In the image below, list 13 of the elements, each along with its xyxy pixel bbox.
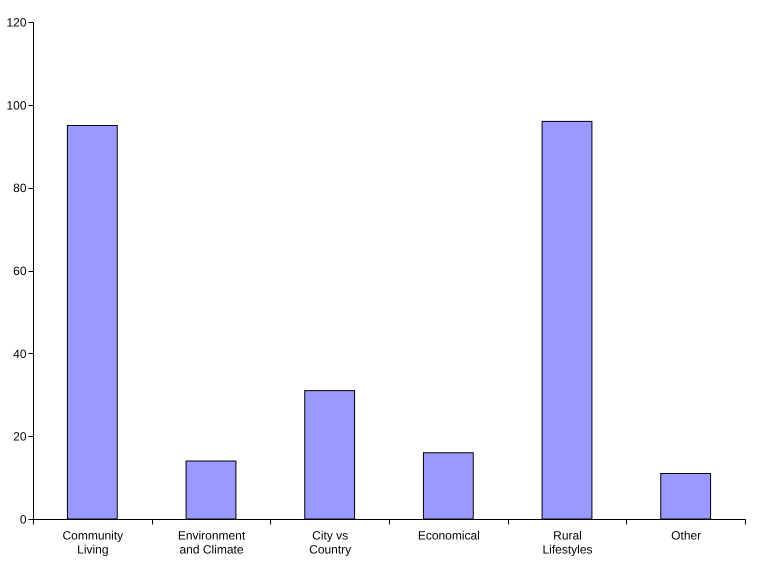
y-tick-label: 100 [6,98,27,112]
y-tick-label: 120 [6,16,27,30]
x-tick-label: Community Living [62,528,124,556]
x-tick-label: Economical [418,528,480,542]
x-tick-label: Rural Lifestyles [542,528,593,556]
x-tick-label: Environment and Climate [178,528,246,556]
y-tick-label: 60 [13,264,27,278]
y-tick-label: 80 [13,181,27,196]
y-tick-label: 20 [13,430,27,444]
x-tick-label: Other [671,528,702,542]
y-tick-label: 40 [13,346,27,361]
y-tick-label: 0 [20,512,27,526]
x-tick-label: City vs Country [309,528,352,556]
